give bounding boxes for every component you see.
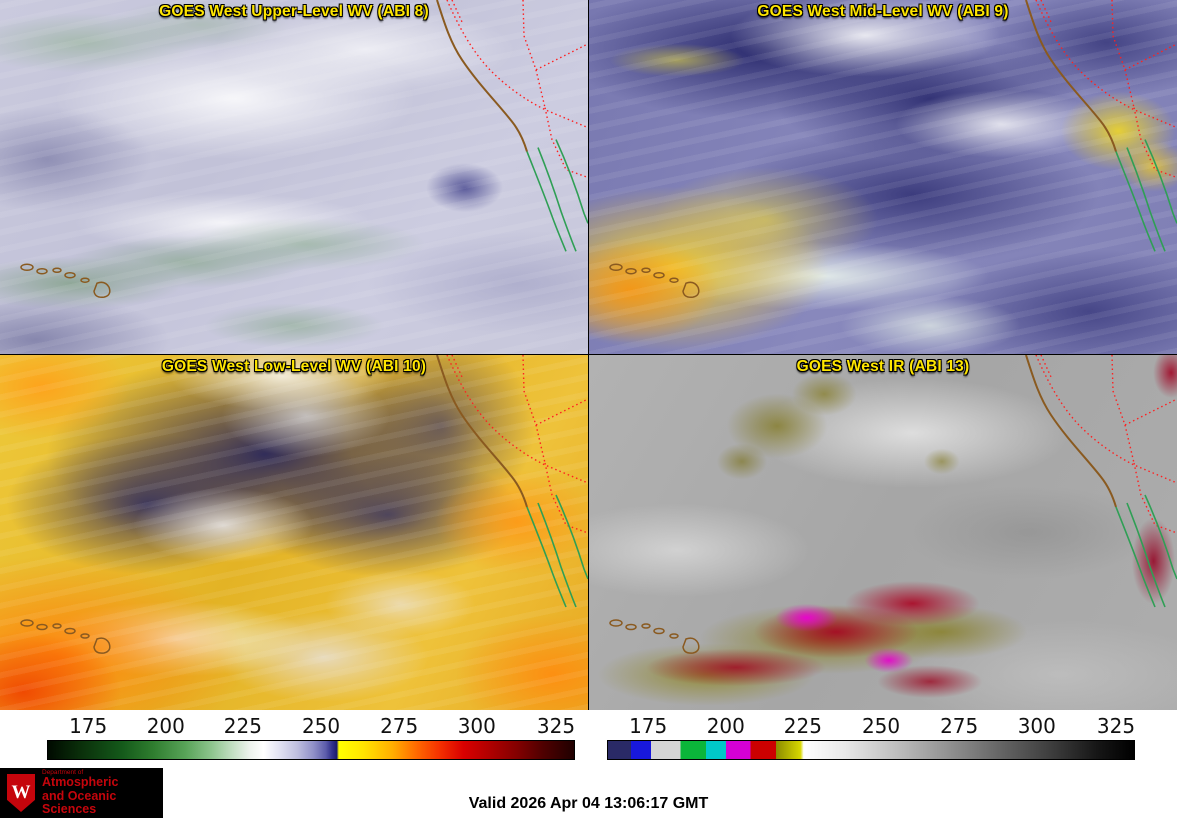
ir-colorbar-group: 175 200 225 250 275 300 325 xyxy=(607,710,1135,766)
satellite-image-upper-wv xyxy=(0,0,588,354)
tick-label: 225 xyxy=(783,714,822,738)
logo-line-1: Department of xyxy=(42,769,84,777)
tick-label: 225 xyxy=(223,714,262,738)
map-boundaries-overlay xyxy=(20,0,588,299)
satellite-image-low-wv xyxy=(0,355,588,710)
tick-label: 325 xyxy=(536,714,576,738)
wv-colorbar xyxy=(47,740,575,760)
panel-ir: GOES West IR (ABI 13) xyxy=(589,355,1177,710)
tick-label: 300 xyxy=(1017,714,1056,738)
logo-line-3: and Oceanic Sciences xyxy=(42,788,117,817)
tick-label: 175 xyxy=(629,714,668,738)
wv-colorbar-group: 175 200 225 250 275 300 325 xyxy=(47,710,575,766)
uw-aos-logo: W Department of Atmospheric and Oceanic … xyxy=(0,768,163,818)
tick-label: 275 xyxy=(940,714,979,738)
panel-mid-level-wv: GOES West Mid-Level WV (ABI 9) xyxy=(589,0,1177,354)
colorbar-row: 175 200 225 250 275 300 325 175 200 225 … xyxy=(0,710,1177,766)
crest-letter: W xyxy=(11,782,31,803)
ir-colorbar xyxy=(607,740,1135,760)
cloud-texture xyxy=(0,355,588,710)
footer: W Department of Atmospheric and Oceanic … xyxy=(0,766,1177,820)
logo-text: Department of Atmospheric and Oceanic Sc… xyxy=(42,769,156,817)
wv-colorbar-ticks: 175 200 225 250 275 300 325 xyxy=(47,710,575,740)
panel-title-ir: GOES West IR (ABI 13) xyxy=(796,358,970,375)
map-boundaries-overlay xyxy=(609,0,1177,299)
cloud-texture xyxy=(0,0,588,354)
tick-label: 200 xyxy=(146,714,185,738)
tick-label: 275 xyxy=(380,714,419,738)
panel-upper-level-wv: GOES West Upper-Level WV (ABI 8) xyxy=(0,0,588,354)
tick-label: 250 xyxy=(301,714,341,738)
panel-low-level-wv: GOES West Low-Level WV (ABI 10) xyxy=(0,355,588,710)
map-boundaries-overlay xyxy=(20,355,588,655)
tick-label: 250 xyxy=(861,714,901,738)
valid-time-label: Valid 2026 Apr 04 13:06:17 GMT xyxy=(468,795,709,812)
cloud-texture xyxy=(589,0,1177,354)
panel-title-upper-wv: GOES West Upper-Level WV (ABI 8) xyxy=(159,3,429,20)
logo-line-2: Atmospheric xyxy=(42,775,119,790)
satellite-panel-grid: GOES West Upper-Level WV (ABI 8) GOES We… xyxy=(0,0,1177,710)
map-boundaries-overlay xyxy=(609,355,1177,655)
tick-label: 175 xyxy=(69,714,108,738)
tick-label: 300 xyxy=(457,714,496,738)
tick-label: 325 xyxy=(1096,714,1136,738)
panel-title-mid-wv: GOES West Mid-Level WV (ABI 9) xyxy=(757,3,1009,20)
satellite-image-mid-wv xyxy=(589,0,1177,354)
panel-title-low-wv: GOES West Low-Level WV (ABI 10) xyxy=(161,358,427,375)
satellite-image-ir xyxy=(589,355,1177,710)
tick-label: 200 xyxy=(706,714,745,738)
ir-colorbar-ticks: 175 200 225 250 275 300 325 xyxy=(607,710,1135,740)
